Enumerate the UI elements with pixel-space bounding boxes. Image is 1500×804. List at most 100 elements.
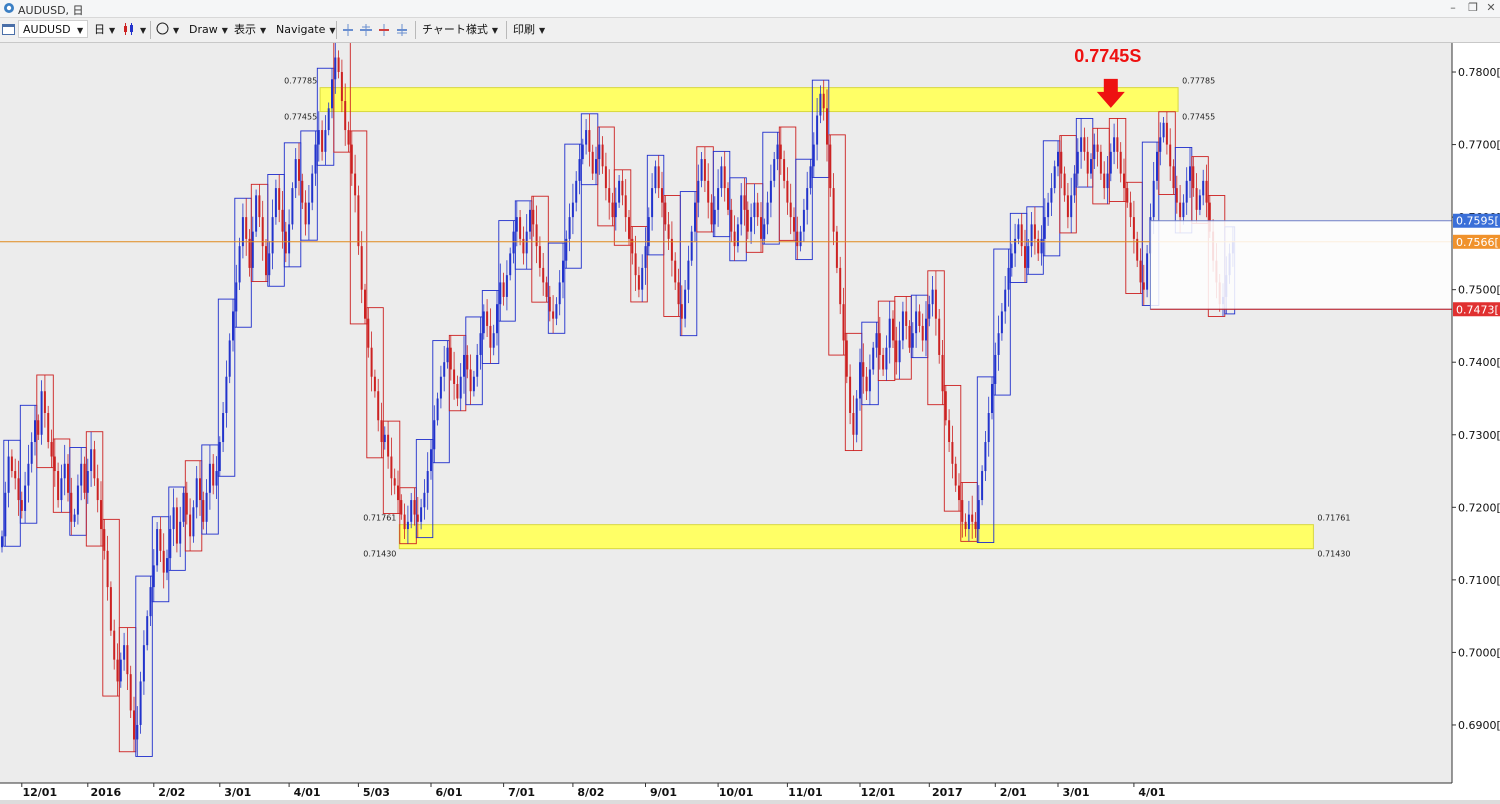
candle-body [855,398,858,435]
candle-body [505,275,508,297]
shape-tool-button[interactable]: ▼ [156,21,179,39]
symbol-select[interactable]: AUDUSD [18,20,88,38]
candle-body [1106,173,1109,189]
panel-divider[interactable] [0,800,1500,804]
candle-body [750,217,753,232]
candle-body [225,376,228,413]
candle-body [628,217,630,239]
candle-body [334,57,337,80]
candle-body [228,340,231,377]
candle-body [1185,180,1188,203]
candle-body [552,311,555,319]
view-menu[interactable]: 表示 ▼ [234,23,267,36]
candle-body [284,231,287,254]
candle-body [799,231,802,247]
candle-body [588,130,591,152]
candle-body [667,224,670,239]
candle-body [327,108,330,131]
draw-label: Draw [189,23,218,36]
candle-body [875,333,878,348]
chart-toolbar: AUDUSD ▼ 日 ▼ ▼ ▼ Draw ▼ 表示 ▼ Navigate ▼ チャート… [0,18,1500,43]
candle-body [73,514,76,522]
candle-body [1043,217,1046,239]
weekly-range-box [630,226,648,303]
plot-area[interactable] [0,43,1452,783]
candle-body [717,188,720,210]
chevron-down-icon[interactable]: ▼ [77,26,84,35]
time-tick-label: 10/01 [719,786,754,799]
candle-body [832,188,835,232]
candle-body [1053,166,1056,189]
candle-body [496,304,498,334]
candle-body [1169,144,1172,167]
candle-body [1000,311,1003,334]
candle-body [146,616,149,646]
zone-price-label: 0.77455 [284,113,317,122]
close-icon[interactable]: ✕ [1486,1,1496,14]
restore-icon[interactable]: ❐ [1468,1,1478,14]
time-tick-label: 2/02 [158,786,185,799]
candle-body [842,304,845,341]
indicator-button[interactable]: ▼ [122,21,146,39]
app-icon [4,3,14,13]
candle-body [50,442,53,457]
candle-body [802,209,805,232]
candle-body [472,376,475,392]
candle-body [182,492,185,522]
candle-body [727,188,729,210]
scroll-left-icon[interactable] [377,23,391,37]
zoom-in-icon[interactable] [341,23,355,37]
price-axis[interactable] [1452,43,1500,800]
candle-body [941,354,944,392]
navigate-menu[interactable]: Navigate ▼ [276,23,336,36]
candle-body [232,311,234,341]
candle-body [700,159,703,181]
candle-body [159,529,162,551]
candle-body [1142,282,1145,290]
draw-menu[interactable]: Draw ▼ [189,23,228,36]
candle-body [463,354,465,377]
candle-body [340,72,343,102]
candle-body [311,173,314,203]
annotation-label: 0.7745S [1074,46,1141,66]
candle-body [373,376,376,392]
candle-body [172,507,175,530]
candle-body [743,195,746,210]
candle-body [538,246,541,268]
candle-body [1060,151,1063,174]
candle-body [740,195,743,225]
price-tick-label: 0.7200[0 [1458,501,1500,514]
candle-body [502,282,505,297]
timeframe-select[interactable]: 日 ▼ [94,23,116,36]
candle-body [905,311,908,326]
chart-style-menu[interactable]: チャート様式 ▼ [422,23,499,36]
candle-body [585,130,588,145]
candle-body [713,209,716,225]
candle-body [509,253,512,276]
zoom-out-icon[interactable] [359,23,373,37]
candle-body [387,434,390,457]
candle-body [661,188,663,203]
candle-body [268,253,271,276]
chart-window-icon[interactable] [2,23,15,36]
candle-body [212,463,215,486]
candle-body [195,478,198,508]
candle-body [1192,166,1195,189]
support-resistance-zone[interactable] [319,87,1179,113]
candle-body [53,456,56,472]
candle-body [67,463,69,493]
candle-body [185,492,188,515]
scroll-right-icon[interactable] [395,23,409,37]
minimize-icon[interactable]: – [1450,1,1456,14]
print-menu[interactable]: 印刷 ▼ [513,23,546,36]
candle-body [634,253,637,276]
candle-body [175,507,178,544]
candle-body [892,318,894,341]
candle-body [1099,151,1102,174]
price-chart[interactable]: 0.77785 0.77455 0.77785 0.77455 0.71761 0.714… [0,43,1500,800]
weekly-range-box [349,130,368,325]
candle-body [96,478,99,501]
support-resistance-zone[interactable] [398,524,1314,550]
candle-body [1152,180,1155,218]
time-axis[interactable] [0,783,1452,800]
